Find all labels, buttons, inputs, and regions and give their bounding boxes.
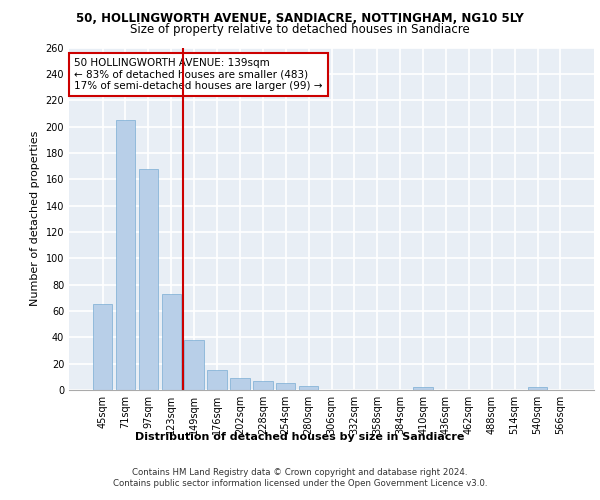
Bar	[116, 120, 135, 390]
Text: Size of property relative to detached houses in Sandiacre: Size of property relative to detached ho…	[130, 22, 470, 36]
Text: Contains HM Land Registry data © Crown copyright and database right 2024.
Contai: Contains HM Land Registry data © Crown c…	[113, 468, 487, 487]
Bar	[161, 294, 181, 390]
Bar	[253, 381, 272, 390]
Bar	[93, 304, 112, 390]
Text: 50, HOLLINGWORTH AVENUE, SANDIACRE, NOTTINGHAM, NG10 5LY: 50, HOLLINGWORTH AVENUE, SANDIACRE, NOTT…	[76, 12, 524, 26]
Bar	[230, 378, 250, 390]
Bar	[413, 388, 433, 390]
Text: Distribution of detached houses by size in Sandiacre: Distribution of detached houses by size …	[136, 432, 464, 442]
Bar	[184, 340, 204, 390]
Text: 50 HOLLINGWORTH AVENUE: 139sqm
← 83% of detached houses are smaller (483)
17% of: 50 HOLLINGWORTH AVENUE: 139sqm ← 83% of …	[74, 58, 323, 91]
Bar	[208, 370, 227, 390]
Bar	[276, 384, 295, 390]
Bar	[299, 386, 319, 390]
Bar	[528, 388, 547, 390]
Y-axis label: Number of detached properties: Number of detached properties	[30, 131, 40, 306]
Bar	[139, 168, 158, 390]
